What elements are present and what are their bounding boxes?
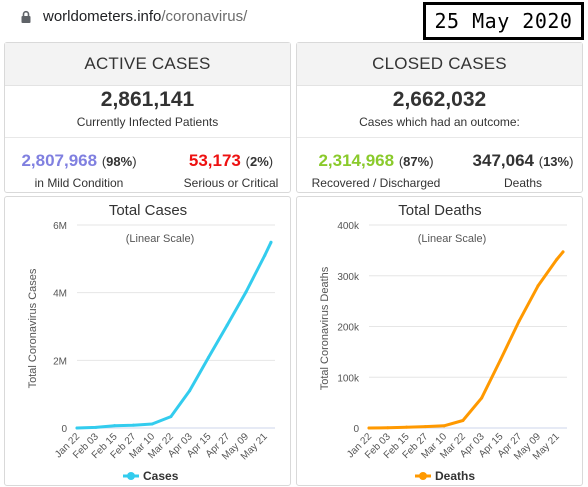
recovered-pct: 87% xyxy=(403,154,430,169)
deaths-chart-title: Total Deaths xyxy=(398,202,481,219)
cases-data-point xyxy=(113,424,117,428)
deaths-legend-label: Deaths xyxy=(435,469,475,483)
total-deaths-chart[interactable]: Total Deaths (Linear Scale) 0 100k 200k 300k 4… xyxy=(297,197,583,486)
serious-label: Serious or Critical xyxy=(183,176,279,190)
cases-data-point xyxy=(150,422,154,426)
url-text[interactable]: worldometers.info/coronavirus/ xyxy=(43,8,247,25)
deaths-chart-subtitle: (Linear Scale) xyxy=(418,233,486,245)
deaths-label: Deaths xyxy=(503,176,543,190)
closed-cases-panel: CLOSED CASES 2,662,032 Cases which had a… xyxy=(296,42,583,193)
deaths-data-point xyxy=(536,284,540,288)
total-deaths-chart-panel: Total Deaths (Linear Scale) 0 100k 200k 300k 4… xyxy=(296,196,583,486)
serious-value: 53,173 xyxy=(188,151,241,170)
cases-data-point xyxy=(169,415,173,419)
panel-divider xyxy=(297,137,582,138)
active-cases-panel: ACTIVE CASES 2,861,141 Currently Infecte… xyxy=(4,42,291,193)
deaths-data-point xyxy=(555,258,559,262)
mild-pct: 98% xyxy=(106,154,133,169)
cases-data-point xyxy=(131,423,135,427)
recovered-stat: 2,314,968 (87%) Recovered / Discharged xyxy=(301,151,451,190)
deaths-y-tick-label: 200k xyxy=(337,323,360,334)
deaths-legend-marker xyxy=(419,472,427,480)
panel-divider xyxy=(5,137,290,138)
cases-legend-marker xyxy=(127,472,135,480)
closed-cases-title: CLOSED CASES xyxy=(297,43,582,86)
cases-data-point xyxy=(94,425,98,429)
cases-data-point xyxy=(206,356,210,360)
deaths-data-point xyxy=(517,319,521,323)
deaths-data-point xyxy=(386,426,390,430)
cases-data-point xyxy=(263,253,267,257)
active-cases-total-label: Currently Infected Patients xyxy=(76,115,219,129)
total-cases-chart-panel: Total Cases (Linear Scale) 0 2M 4M 6M Total Co… xyxy=(4,196,291,486)
deaths-y-axis-label: Total Coronavirus Deaths xyxy=(319,266,331,390)
cases-legend-label: Cases xyxy=(143,469,179,483)
deaths-y-tick-label: 300k xyxy=(337,272,360,283)
closed-cases-total-label: Cases which had an outcome: xyxy=(359,115,520,129)
cases-data-point xyxy=(244,290,248,294)
total-cases-chart[interactable]: Total Cases (Linear Scale) 0 2M 4M 6M Total Co… xyxy=(5,197,291,486)
active-cases-total: 2,861,141 xyxy=(100,88,195,111)
deaths-y-tick-label: 0 xyxy=(353,424,359,435)
deaths-data-point xyxy=(461,419,465,423)
recovered-label: Recovered / Discharged xyxy=(311,176,441,190)
deaths-data-point xyxy=(405,425,409,429)
deaths-data-point xyxy=(480,396,484,400)
serious-stat: 53,173 (2%) Serious or Critical xyxy=(171,151,291,190)
mild-value: 2,807,968 xyxy=(21,151,98,170)
mild-label: in Mild Condition xyxy=(34,176,124,190)
cases-y-tick-label: 6M xyxy=(53,221,67,232)
deaths-value: 347,064 xyxy=(472,151,534,170)
serious-pct: 2% xyxy=(249,154,269,169)
cases-chart-subtitle: (Linear Scale) xyxy=(126,233,194,245)
deaths-series-line xyxy=(367,250,565,430)
deaths-data-point xyxy=(423,425,427,429)
cases-data-point xyxy=(188,389,192,393)
closed-cases-total: 2,662,032 xyxy=(392,88,487,111)
url-host: worldometers.info xyxy=(43,8,162,25)
cases-y-tick-label: 4M xyxy=(53,289,67,300)
lock-icon xyxy=(21,10,31,23)
deaths-data-point xyxy=(367,426,371,430)
url-path: /coronavirus/ xyxy=(161,8,248,25)
mild-stat: 2,807,968 (98%) in Mild Condition xyxy=(9,151,149,190)
deaths-pct: 13% xyxy=(543,154,570,169)
cases-data-point xyxy=(225,323,229,327)
cases-series-line xyxy=(75,240,273,430)
recovered-value: 2,314,968 xyxy=(318,151,395,170)
deaths-data-point xyxy=(561,250,565,254)
cases-y-axis-label: Total Coronavirus Cases xyxy=(27,268,39,388)
active-cases-title: ACTIVE CASES xyxy=(5,43,290,86)
deaths-data-point xyxy=(498,358,502,362)
cases-y-tick-label: 2M xyxy=(53,356,67,367)
cases-data-point xyxy=(269,240,273,244)
deaths-y-tick-label: 100k xyxy=(337,373,360,384)
deaths-y-tick-label: 400k xyxy=(337,221,360,232)
deaths-data-point xyxy=(442,424,446,428)
date-overlay: 25 May 2020 xyxy=(423,2,584,40)
cases-y-tick-label: 0 xyxy=(61,424,67,435)
cases-chart-title: Total Cases xyxy=(109,202,187,219)
cases-data-point xyxy=(75,426,79,430)
deaths-stat: 347,064 (13%) Deaths xyxy=(463,151,583,190)
